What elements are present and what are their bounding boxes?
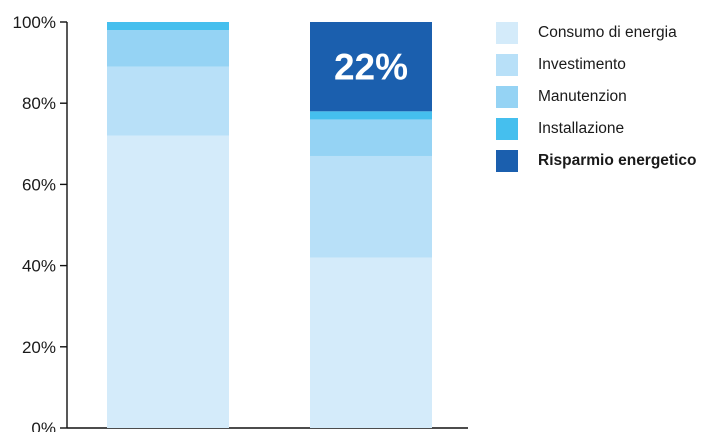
- legend-label: Installazione: [538, 120, 625, 137]
- legend-label: Manutenzion: [538, 88, 627, 105]
- y-tick-label: 60%: [22, 175, 56, 194]
- legend-item: Risparmio energetico: [496, 150, 702, 172]
- y-tick-label: 0%: [31, 419, 56, 432]
- bar-segment-installazione: [310, 111, 432, 120]
- legend-label: Consumo di energia: [538, 24, 677, 41]
- y-tick-label: 20%: [22, 338, 56, 357]
- legend-item: Consumo di energia: [496, 22, 702, 44]
- y-tick-label: 80%: [22, 94, 56, 113]
- legend-swatch: [496, 150, 518, 172]
- bar-segment-investimento: [107, 66, 229, 136]
- data-label: 22%: [334, 47, 408, 88]
- legend-item: Installazione: [496, 118, 702, 140]
- bar-segment-consumo-di-energia: [310, 257, 432, 428]
- chart-legend: Consumo di energia Investimento Manutenzio…: [496, 22, 702, 182]
- legend-item: Manutenzion: [496, 86, 702, 108]
- legend-item: Investimento: [496, 54, 702, 76]
- bar-segment-consumo-di-energia: [107, 135, 229, 428]
- legend-swatch: [496, 86, 518, 108]
- bar-segment-manutenzion: [107, 30, 229, 67]
- bar-segment-risparmio-energetico: [310, 22, 432, 112]
- legend-label: Risparmio energetico: [538, 152, 697, 169]
- legend-swatch: [496, 54, 518, 76]
- bar-segment-installazione: [107, 22, 229, 31]
- legend-swatch: [496, 118, 518, 140]
- legend-label: Investimento: [538, 56, 626, 73]
- y-tick-label: 40%: [22, 257, 56, 276]
- y-tick-label: 100%: [13, 13, 56, 32]
- bar-segment-investimento: [310, 155, 432, 258]
- legend-swatch: [496, 22, 518, 44]
- bar-segment-manutenzion: [310, 119, 432, 156]
